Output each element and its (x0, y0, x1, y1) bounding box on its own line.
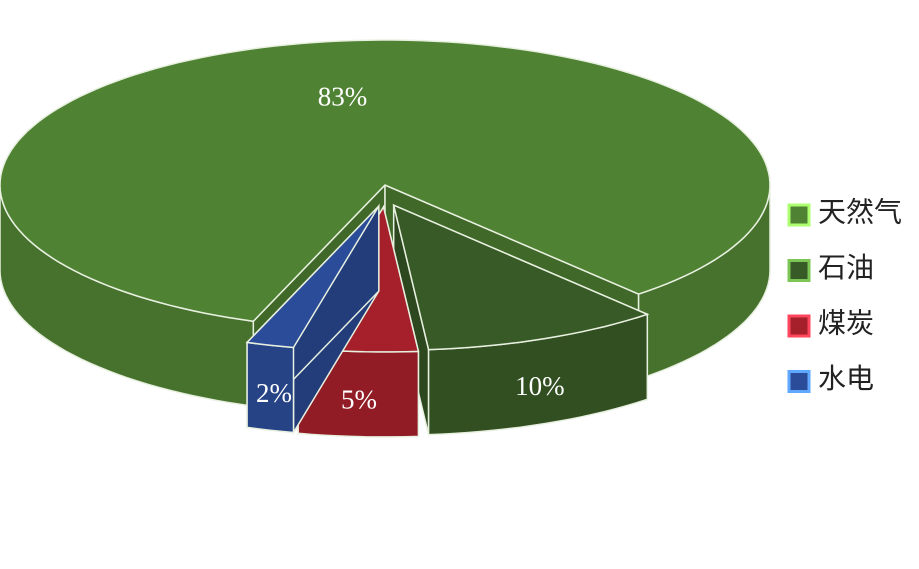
legend-label: 水电 (818, 363, 874, 395)
value-label: 10% (515, 371, 565, 401)
slice-top (0, 39, 771, 323)
legend-label: 天然气 (818, 196, 902, 228)
pie-slice (392, 203, 650, 436)
value-label: 2% (256, 378, 292, 408)
pie-slice (245, 203, 380, 436)
legend-swatch (787, 370, 811, 393)
value-label: 83% (318, 82, 368, 112)
slice-top (245, 205, 380, 349)
legend-label: 石油 (818, 252, 874, 284)
legend-swatch (787, 314, 811, 338)
legend-swatch (787, 203, 811, 227)
legend-label: 煤炭 (818, 307, 874, 339)
value-label: 5% (341, 384, 377, 414)
slice-top (392, 203, 650, 351)
legend-swatch (787, 259, 811, 282)
